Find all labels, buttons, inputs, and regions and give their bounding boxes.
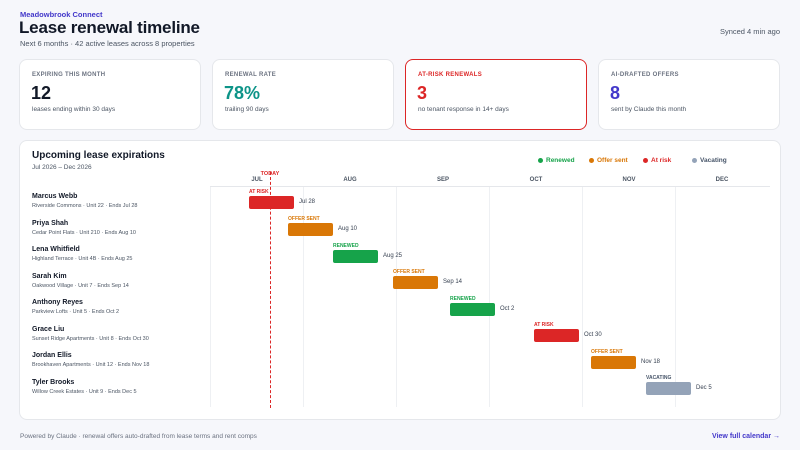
end-date-label: Aug 10 <box>338 226 358 232</box>
lease-bar[interactable] <box>333 250 378 263</box>
kpi-value: 3 <box>417 83 428 103</box>
page-title: Lease renewal timeline <box>19 18 200 37</box>
lease-detail: Sunset Ridge Apartments · Unit 8 · Ends … <box>32 336 149 342</box>
timeline-subtitle: Jul 2026 – Dec 2026 <box>32 164 92 171</box>
kpi-card-ai-offers[interactable]: AI-DRAFTED OFFERS 8 sent by Claude this … <box>598 59 780 130</box>
status-label: OFFER SENT <box>288 216 320 222</box>
end-date-label: Oct 30 <box>584 332 602 338</box>
end-date-label: Dec 5 <box>696 385 712 391</box>
grid-line <box>675 186 676 407</box>
end-date-label: Sep 14 <box>443 279 463 285</box>
status-label: OFFER SENT <box>591 349 623 355</box>
legend-label: Vacating <box>700 156 727 164</box>
legend-dot <box>643 157 648 163</box>
kpi-label: RENEWAL RATE <box>225 72 277 78</box>
legend-label: Offer sent <box>597 156 628 164</box>
grid-line <box>210 186 211 407</box>
today-marker-line <box>270 172 271 408</box>
end-date-label: Oct 2 <box>500 306 515 312</box>
legend-label: Renewed <box>546 156 575 164</box>
kpi-value: 12 <box>31 83 52 103</box>
status-label: OFFER SENT <box>393 269 425 275</box>
tenant-name: Priya Shah <box>32 220 69 227</box>
month-label-oct: OCT <box>529 177 543 183</box>
lease-bar[interactable] <box>288 223 333 236</box>
legend-item-vacating: Vacating <box>692 155 727 165</box>
tenant-name: Sarah Kim <box>32 273 67 280</box>
legend-dot <box>538 157 543 163</box>
month-label-dec: DEC <box>715 177 729 183</box>
kpi-card-at-risk[interactable]: AT-RISK RENEWALS 3 no tenant response in… <box>405 59 587 130</box>
grid-line <box>489 186 490 407</box>
status-label: VACATING <box>646 375 672 381</box>
legend-label: At risk <box>651 156 672 164</box>
lease-detail: Brookhaven Apartments · Unit 12 · Ends N… <box>32 362 150 368</box>
grid-line <box>582 186 583 407</box>
kpi-caption: sent by Claude this month <box>611 106 687 113</box>
legend-dot <box>692 157 697 163</box>
tenant-name: Marcus Webb <box>32 193 78 200</box>
status-label: AT RISK <box>534 322 554 328</box>
footer-note: Powered by Claude · renewal offers auto-… <box>20 433 257 440</box>
month-label-aug: AUG <box>343 177 357 183</box>
lease-bar[interactable] <box>450 303 495 316</box>
status-label: RENEWED <box>450 296 476 302</box>
kpi-caption: no tenant response in 14+ days <box>418 106 509 113</box>
month-label-sep: SEP <box>436 177 450 183</box>
end-date-label: Jul 28 <box>299 199 316 205</box>
kpi-label: AT-RISK RENEWALS <box>418 72 483 78</box>
tenant-name: Lena Whitfield <box>32 246 80 253</box>
view-full-calendar-link[interactable]: View full calendar → <box>712 433 780 440</box>
lease-detail: Oakwood Village · Unit 7 · Ends Sep 14 <box>32 283 129 289</box>
grid-line <box>396 186 397 407</box>
lease-detail: Riverside Commons · Unit 22 · Ends Jul 2… <box>32 203 138 209</box>
lease-bar[interactable] <box>534 329 579 342</box>
kpi-card-expiring[interactable]: EXPIRING THIS MONTH 12 leases ending wit… <box>19 59 201 130</box>
end-date-label: Nov 18 <box>641 359 661 365</box>
tenant-name: Grace Liu <box>32 326 65 333</box>
legend-item-offer-sent: Offer sent <box>589 155 628 165</box>
lease-bar[interactable] <box>646 382 691 395</box>
brand-name: Meadowbrook Connect <box>20 10 103 19</box>
status-label: AT RISK <box>249 189 269 195</box>
tenant-name: Jordan Ellis <box>32 352 72 359</box>
lease-detail: Willow Creek Estates · Unit 9 · Ends Dec… <box>32 389 137 395</box>
lease-bar[interactable] <box>591 356 636 369</box>
status-label: RENEWED <box>333 243 359 249</box>
timeline-panel: Upcoming lease expirations Jul 2026 – De… <box>19 140 781 420</box>
legend-dot <box>589 157 594 163</box>
lease-detail: Parkview Lofts · Unit 5 · Ends Oct 2 <box>32 309 120 315</box>
kpi-label: AI-DRAFTED OFFERS <box>611 72 679 78</box>
timeline-axis <box>210 186 770 187</box>
page-subtitle: Next 6 months · 42 active leases across … <box>20 39 195 48</box>
legend-item-at-risk: At risk <box>643 155 671 165</box>
lease-bar[interactable] <box>393 276 438 289</box>
legend-item-renewed: Renewed <box>538 155 575 165</box>
kpi-value: 8 <box>610 83 621 103</box>
kpi-caption: trailing 90 days <box>225 106 269 113</box>
end-date-label: Aug 25 <box>383 253 403 259</box>
lease-bar[interactable] <box>249 196 294 209</box>
month-label-jul: JUL <box>251 177 263 183</box>
kpi-card-renewal-rate[interactable]: RENEWAL RATE 78% trailing 90 days <box>212 59 394 130</box>
grid-line <box>303 186 304 407</box>
tenant-name: Tyler Brooks <box>32 379 75 386</box>
kpi-label: EXPIRING THIS MONTH <box>32 72 106 78</box>
kpi-value: 78% <box>224 83 261 103</box>
lease-detail: Highland Terrace · Unit 4B · Ends Aug 25 <box>32 256 133 262</box>
month-label-nov: NOV <box>622 177 636 183</box>
sync-status: Synced 4 min ago <box>719 27 780 36</box>
today-marker-label: TODAY <box>260 171 280 177</box>
tenant-name: Anthony Reyes <box>32 299 83 306</box>
kpi-caption: leases ending within 30 days <box>32 106 116 113</box>
lease-detail: Cedar Point Flats · Unit 210 · Ends Aug … <box>32 230 136 236</box>
timeline-title: Upcoming lease expirations <box>32 150 165 161</box>
